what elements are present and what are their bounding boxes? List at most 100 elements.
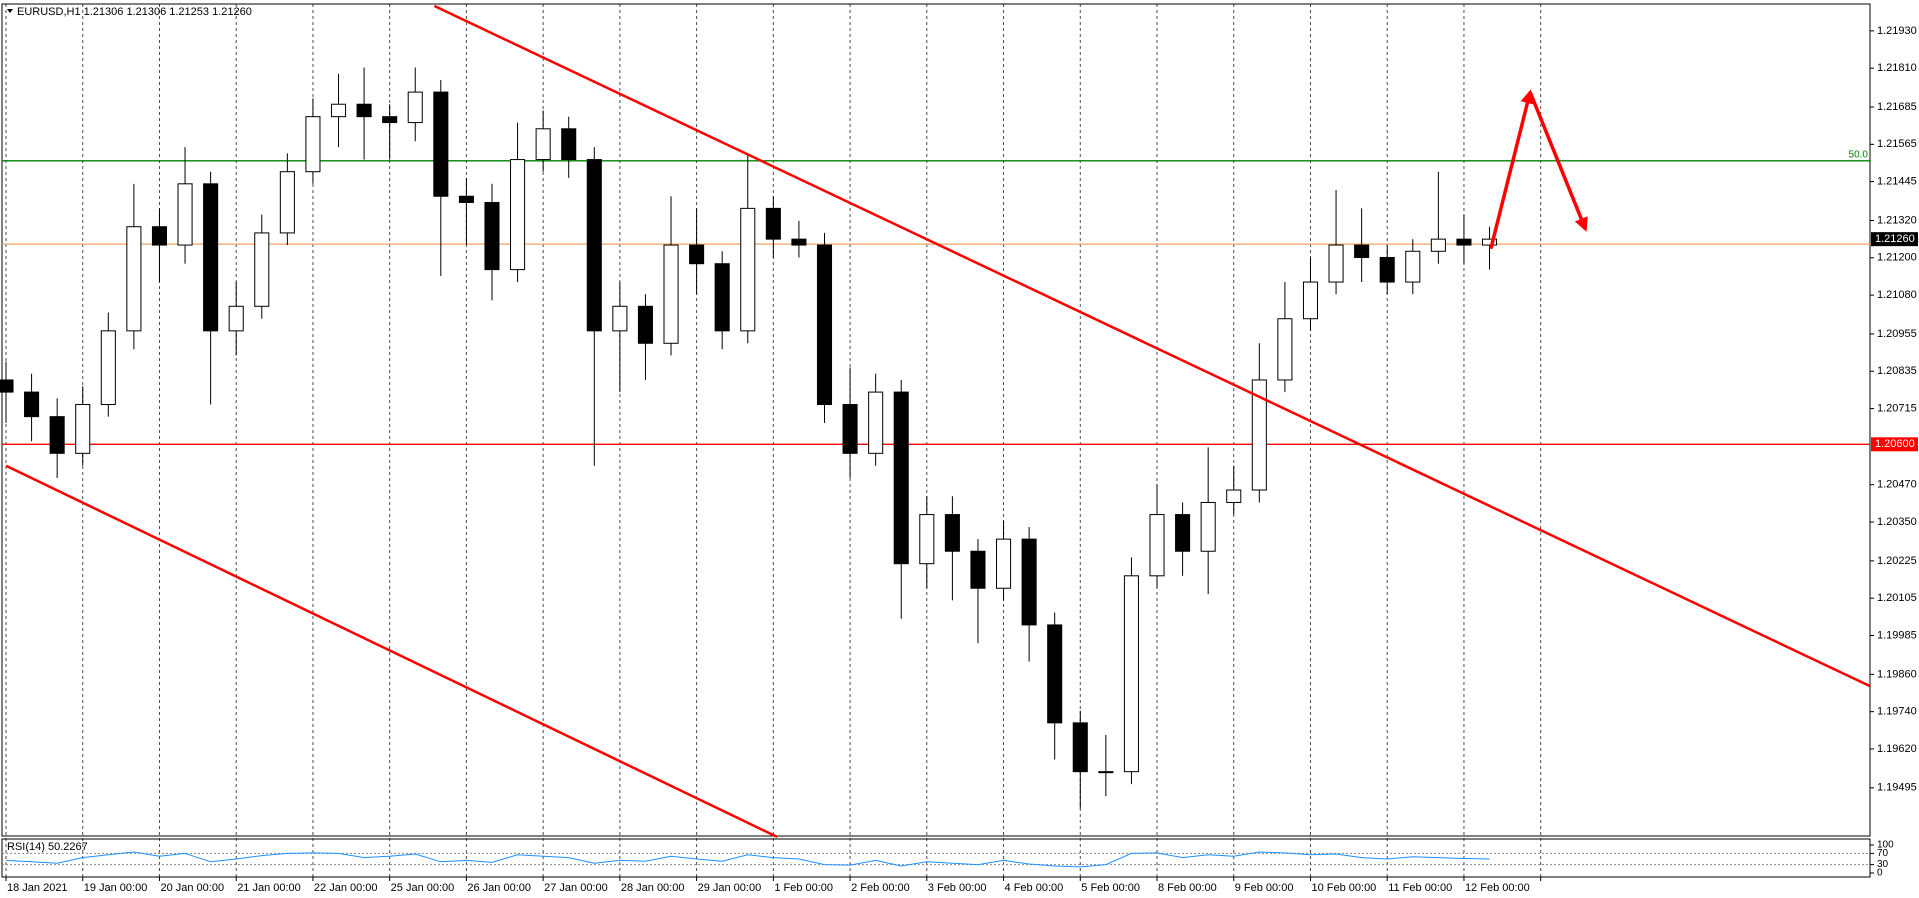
- x-tick-label: 27 Jan 00:00: [544, 882, 608, 894]
- menu-triangle[interactable]: [7, 9, 13, 13]
- y-tick-label: 1.21445: [1877, 176, 1917, 188]
- x-tick-label: 4 Feb 00:00: [1005, 882, 1064, 894]
- x-tick-label: 28 Jan 00:00: [621, 882, 685, 894]
- candle-body: [1149, 514, 1165, 577]
- y-tick-label: 1.21200: [1877, 252, 1917, 264]
- x-tick-label: 1 Feb 00:00: [774, 882, 833, 894]
- candle-body: [842, 404, 858, 454]
- candle-body: [1047, 624, 1063, 724]
- x-tick-label: 20 Jan 00:00: [160, 882, 224, 894]
- y-tick-label: 1.20350: [1877, 516, 1917, 528]
- candle-body: [765, 207, 781, 240]
- candle-body: [944, 514, 960, 552]
- candle-body: [714, 263, 730, 332]
- x-tick-label: 21 Jan 00:00: [237, 882, 301, 894]
- candle-body: [254, 232, 270, 307]
- x-tick-label: 18 Jan 2021: [7, 882, 68, 894]
- y-tick-label: 1.20835: [1877, 365, 1917, 377]
- x-tick-label: 19 Jan 00:00: [84, 882, 148, 894]
- y-tick-label: 1.21810: [1877, 62, 1917, 74]
- y-tick-label: 1.21930: [1877, 25, 1917, 37]
- candle-body: [1430, 238, 1446, 252]
- candle-body: [535, 128, 551, 161]
- candle-body: [75, 404, 91, 454]
- trendline: [433, 4, 1871, 688]
- candle-body: [279, 171, 295, 234]
- candle-body: [1328, 244, 1344, 283]
- y-tick-label: 1.20470: [1877, 479, 1917, 491]
- candle-body: [663, 244, 679, 344]
- candle-body: [151, 226, 168, 246]
- candle-body: [228, 305, 244, 332]
- x-tick-label: 26 Jan 00:00: [467, 882, 531, 894]
- candle-body: [510, 159, 526, 271]
- rsi-tick-label: 70: [1877, 848, 1889, 859]
- price-tag-label: 1.20600: [1875, 438, 1915, 450]
- x-tick-label: 10 Feb 00:00: [1311, 882, 1376, 894]
- candle-body: [484, 201, 500, 271]
- candle-body: [561, 128, 577, 161]
- y-tick-label: 1.21565: [1877, 138, 1917, 150]
- level-label: 50.0: [1849, 149, 1869, 160]
- candle-body: [1175, 514, 1191, 552]
- candle-body: [407, 91, 423, 124]
- y-tick-label: 1.20225: [1877, 555, 1917, 567]
- candle-body: [24, 391, 40, 418]
- y-tick-label: 1.19620: [1877, 743, 1917, 755]
- arrow: [1489, 89, 1535, 250]
- candle-body: [382, 116, 398, 124]
- candle-body: [919, 514, 935, 565]
- candle-body: [458, 195, 474, 203]
- x-tick-label: 8 Feb 00:00: [1158, 882, 1217, 894]
- candle-body: [1481, 238, 1498, 246]
- candle-body: [612, 305, 628, 332]
- candle-body: [740, 207, 756, 332]
- candle-body: [1021, 538, 1037, 626]
- y-tick-label: 1.20105: [1877, 592, 1917, 604]
- candle-body: [1123, 575, 1139, 773]
- x-tick-label: 9 Feb 00:00: [1235, 882, 1294, 894]
- x-tick-label: 25 Jan 00:00: [391, 882, 455, 894]
- candle-body: [1456, 238, 1472, 246]
- candle-body: [49, 416, 65, 454]
- candle-body: [1251, 379, 1267, 491]
- trendline: [5, 464, 778, 839]
- y-tick-label: 1.19740: [1877, 706, 1917, 718]
- y-tick-label: 1.20715: [1877, 402, 1917, 414]
- rsi-line: [5, 851, 1490, 868]
- candle-body: [100, 330, 116, 406]
- candle-body: [330, 103, 347, 118]
- bid-tag-label: 1.21260: [1875, 233, 1915, 245]
- rsi-tick-label: 0: [1877, 868, 1883, 879]
- bid-tag: [1871, 232, 1918, 247]
- y-tick-label: 1.20955: [1877, 328, 1917, 340]
- candle-body: [689, 244, 705, 265]
- candle-body: [1302, 281, 1319, 320]
- candle-body: [893, 391, 909, 565]
- candle-body: [356, 103, 372, 118]
- candle-body: [868, 391, 884, 454]
- rsi-panel-border: [1, 838, 1871, 878]
- candle-body: [970, 550, 986, 589]
- y-tick-label: 1.21685: [1877, 101, 1917, 113]
- candle-body: [791, 238, 807, 246]
- y-tick-label: 1.21080: [1877, 289, 1917, 301]
- chart-title: EURUSD,H1 1.21306 1.21306 1.21253 1.2126…: [17, 6, 252, 18]
- y-tick-label: 1.19495: [1877, 782, 1917, 794]
- candle-body: [126, 226, 142, 332]
- candle-body: [177, 183, 193, 246]
- rsi-tick-label: 30: [1877, 859, 1889, 870]
- arrow: [1528, 91, 1588, 232]
- candle-body: [1405, 250, 1421, 283]
- candle-body: [1277, 318, 1293, 381]
- indicator-title: RSI(14) 50.2267: [7, 841, 88, 853]
- x-tick-label: 22 Jan 00:00: [314, 882, 378, 894]
- rsi-tick-label: 100: [1877, 840, 1894, 851]
- candle-body: [816, 244, 833, 406]
- x-tick-label: 29 Jan 00:00: [698, 882, 762, 894]
- x-tick-label: 2 Feb 00:00: [851, 882, 910, 894]
- candle-body: [305, 116, 321, 173]
- candle-body: [1200, 501, 1216, 552]
- candle-body: [586, 159, 602, 332]
